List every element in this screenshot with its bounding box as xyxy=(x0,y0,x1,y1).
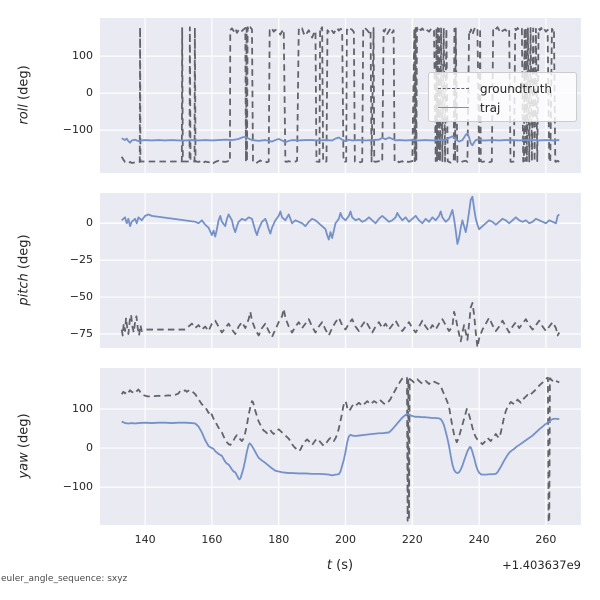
y-tick-label: −50 xyxy=(69,290,93,304)
x-tick-label: 220 xyxy=(401,533,423,546)
legend-entry-traj: traj xyxy=(438,98,568,117)
legend: groundtruth traj xyxy=(428,72,577,122)
yaw-axis-label-var: yaw xyxy=(16,452,32,479)
gridlines xyxy=(100,193,581,348)
y-tick-label: −100 xyxy=(62,123,93,137)
x-axis-label: t (s) xyxy=(327,558,353,573)
x-tick-label: 200 xyxy=(335,533,356,546)
y-tick-label: 100 xyxy=(72,402,93,415)
euler-sequence-note: euler_angle_sequence: sxyz xyxy=(1,574,128,584)
yaw-plot-canvas xyxy=(100,368,581,525)
roll-plot-canvas xyxy=(100,18,581,173)
groundtruth-line-sample-icon xyxy=(438,88,469,89)
x-axis-offset-text: +1.403637e9 xyxy=(502,558,581,572)
y-tick-label: 0 xyxy=(86,441,93,455)
traj-line xyxy=(121,132,560,147)
x-axis-label-var: t xyxy=(326,558,333,573)
y-tick-label: 0 xyxy=(86,216,93,230)
y-tick-label: −25 xyxy=(69,253,93,267)
x-tick-label: 140 xyxy=(134,533,156,546)
pitch-subplot xyxy=(100,193,581,348)
legend-label-groundtruth: groundtruth xyxy=(480,81,553,96)
groundtruth-line xyxy=(120,376,560,524)
x-tick-label: 260 xyxy=(535,533,557,546)
traj-line xyxy=(121,195,560,245)
x-tick-label: 240 xyxy=(468,533,490,546)
y-tick-label: 0 xyxy=(86,86,93,100)
x-tick-label: 180 xyxy=(268,533,290,546)
roll-axis-label-var: roll xyxy=(16,104,32,125)
legend-label-traj: traj xyxy=(480,100,501,115)
y-tick-label: 100 xyxy=(72,49,93,63)
y-tick-label: −75 xyxy=(69,326,93,340)
traj-line-sample-icon xyxy=(438,107,469,108)
groundtruth-line xyxy=(120,302,561,348)
x-tick-label: 160 xyxy=(201,533,223,546)
y-tick-label: −100 xyxy=(62,480,93,494)
x-axis-label-unit: (s) xyxy=(332,558,354,573)
pitch-plot-canvas xyxy=(100,193,581,348)
gridlines xyxy=(100,368,581,525)
legend-entry-groundtruth: groundtruth xyxy=(438,79,568,98)
groundtruth-line xyxy=(120,26,560,165)
yaw-subplot xyxy=(100,368,581,525)
traj-line xyxy=(121,413,560,481)
